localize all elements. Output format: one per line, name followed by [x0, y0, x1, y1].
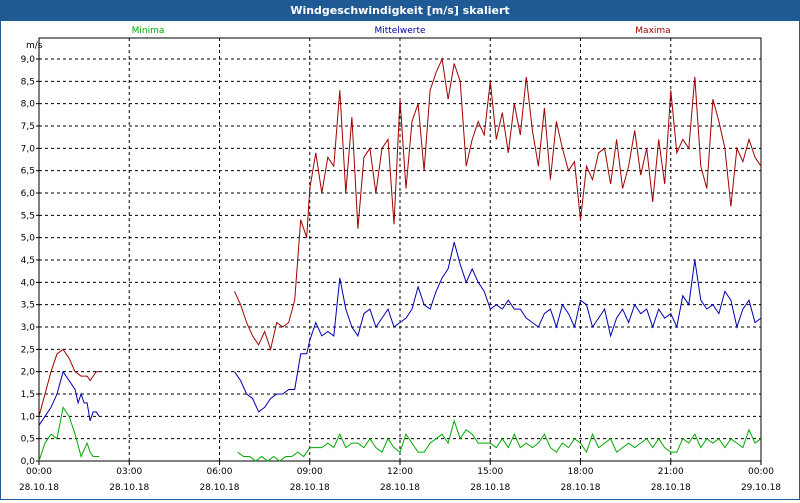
series-lines: [38, 57, 762, 462]
x-tick-date-label: 28.10.18: [19, 483, 59, 493]
x-tick-time-label: 06:00: [207, 467, 233, 477]
y-tick-label: 2,5: [21, 345, 35, 355]
y-tick-label: 7,0: [21, 144, 36, 154]
y-axis-label: m/s: [26, 41, 43, 51]
chart-svg: 0,0 0,5 1,0 1,5 2,0 2,5 3,0 3,5 4,0 4,5 5,0 5,5 6,0 6…: [19, 26, 781, 493]
x-tick-date-label: 28.10.18: [470, 483, 510, 493]
legend: Minima Mittelwerte Maxima: [132, 26, 671, 36]
y-tick-label: 4,5: [21, 256, 35, 266]
x-tick-date-label: 28.10.18: [290, 483, 330, 493]
legend-label-maxima: Maxima: [635, 26, 670, 36]
chart-area: 0,0 0,5 1,0 1,5 2,0 2,5 3,0 3,5 4,0 4,5 5,0 5,5 6,0 6…: [0, 21, 800, 500]
x-tick-time-label: 18:00: [568, 467, 594, 477]
y-tick-label: 7,5: [21, 122, 35, 132]
x-tick-date-label: 28.10.18: [560, 483, 600, 493]
y-tick-label: 6,5: [21, 167, 35, 177]
x-tick-time-label: 09:00: [297, 467, 323, 477]
x-tick-time-label: 00:00: [748, 467, 774, 477]
x-tick-date-label: 28.10.18: [199, 483, 239, 493]
x-tick-time-label: 21:00: [658, 467, 684, 477]
x-tick-date-label: 28.10.18: [651, 483, 691, 493]
x-tick-time-label: 00:00: [26, 467, 52, 477]
y-tick-label: 2,0: [21, 368, 36, 378]
legend-label-mittelwerte: Mittelwerte: [374, 26, 425, 36]
y-axis: 0,0 0,5 1,0 1,5 2,0 2,5 3,0 3,5 4,0 4,5 5,0 5,5 6,0 6…: [21, 55, 39, 467]
y-tick-label: 0,0: [21, 457, 36, 467]
y-tick-label: 5,5: [21, 211, 35, 221]
y-tick-label: 8,0: [21, 100, 36, 110]
y-tick-label: 3,0: [21, 323, 36, 333]
y-tick-label: 8,5: [21, 77, 35, 87]
chart-title: Windgeschwindigkeit [m/s] skaliert: [0, 0, 800, 21]
series-line-minima: [38, 406, 100, 462]
grid-lines: [39, 38, 761, 462]
y-tick-label: 4,0: [21, 278, 36, 288]
series-line-maxima: [234, 57, 762, 352]
y-tick-label: 9,0: [21, 55, 36, 65]
x-tick-time-label: 03:00: [116, 467, 142, 477]
x-tick-date-label: 28.10.18: [109, 483, 149, 493]
x-axis: 00:00 28.10.18 03:00 28.10.18 06:00 28.10.18 0…: [19, 461, 781, 493]
legend-label-minima: Minima: [132, 26, 165, 36]
x-tick-time-label: 15:00: [477, 467, 503, 477]
y-tick-label: 5,0: [21, 234, 36, 244]
y-tick-label: 0,5: [21, 435, 35, 445]
series-line-mittelwerte: [234, 241, 762, 413]
y-tick-label: 3,5: [21, 301, 35, 311]
y-tick-label: 6,0: [21, 189, 36, 199]
y-tick-label: 1,0: [21, 412, 36, 422]
x-tick-date-label: 29.10.18: [741, 483, 781, 493]
series-line-minima: [237, 419, 762, 462]
series-line-mittelwerte: [38, 370, 100, 426]
x-tick-date-label: 28.10.18: [380, 483, 420, 493]
series-line-maxima: [38, 348, 100, 417]
y-tick-label: 1,5: [21, 390, 35, 400]
x-tick-time-label: 12:00: [387, 467, 413, 477]
